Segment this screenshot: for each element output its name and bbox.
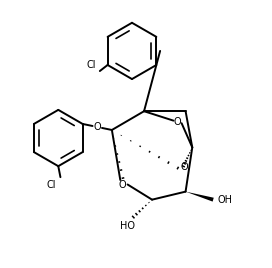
Text: O: O — [181, 162, 188, 172]
Polygon shape — [186, 192, 214, 202]
Text: O: O — [174, 117, 181, 127]
Text: Cl: Cl — [46, 180, 55, 189]
Text: O: O — [94, 122, 101, 132]
Text: OH: OH — [218, 195, 233, 205]
Text: HO: HO — [120, 221, 135, 231]
Text: Cl: Cl — [86, 60, 96, 70]
Text: O: O — [119, 180, 126, 191]
